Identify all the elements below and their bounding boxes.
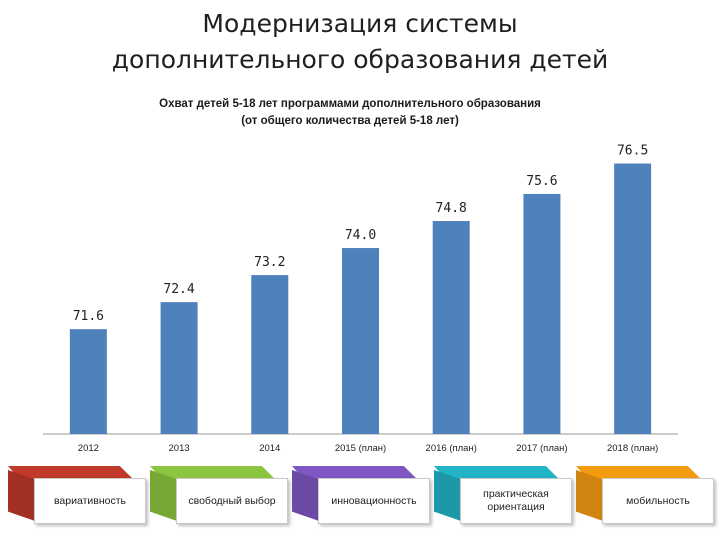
x-tick-label: 2014 — [259, 443, 280, 454]
bar-chart: 71.6 2012 72.4 2013 73.2 2014 74.0 2015 (план) 7… — [43, 144, 678, 454]
x-tick-label: 2013 — [169, 443, 190, 454]
slide-title: Модернизация системы дополнительного обр… — [0, 6, 720, 78]
bar-2012 — [69, 329, 107, 434]
value-label: 73.2 — [254, 255, 285, 270]
bar-2015 — [342, 248, 379, 434]
x-tick-label: 2016 (план) — [426, 443, 477, 454]
feature-tag: вариативность — [8, 466, 146, 526]
bar-2018 — [614, 163, 652, 434]
chart-title-line-1: Охват детей 5-18 лет программами дополни… — [159, 98, 541, 110]
bar-2014 — [251, 275, 289, 434]
value-label: 75.6 — [526, 174, 557, 189]
x-tick-label: 2015 (план) — [335, 443, 386, 454]
x-tick-label: 2012 — [78, 443, 99, 454]
value-label: 76.5 — [617, 144, 648, 159]
slide-title-line-1: Модернизация системы — [202, 9, 518, 38]
value-label: 72.4 — [163, 282, 194, 297]
tag-label: свободный выбор — [176, 478, 288, 524]
value-label: 74.0 — [345, 228, 376, 243]
tag-label: инновационность — [318, 478, 430, 524]
x-tick-label: 2017 (план) — [516, 443, 567, 454]
feature-tag: мобильность — [576, 466, 714, 526]
x-tick-label: 2018 (план) — [607, 443, 658, 454]
chart-title-line-2: (от общего количества детей 5-18 лет) — [241, 115, 459, 127]
feature-tag: практическая ориентация — [434, 466, 572, 526]
tag-label: практическая ориентация — [460, 478, 572, 524]
value-label: 71.6 — [73, 309, 104, 324]
slide-title-line-2: дополнительного образования детей — [111, 45, 609, 74]
feature-tag: свободный выбор — [150, 466, 288, 526]
chart-title: Охват детей 5-18 лет программами дополни… — [40, 96, 660, 130]
feature-tag: инновационность — [292, 466, 430, 526]
bar-2016 — [432, 221, 470, 434]
bar-2017 — [523, 193, 561, 434]
value-label: 74.8 — [436, 201, 467, 216]
feature-tags: вариативность свободный выбор инновационно… — [8, 466, 718, 536]
tag-label: вариативность — [34, 478, 146, 524]
tag-label: мобильность — [602, 478, 714, 524]
bar-2013 — [160, 302, 198, 434]
